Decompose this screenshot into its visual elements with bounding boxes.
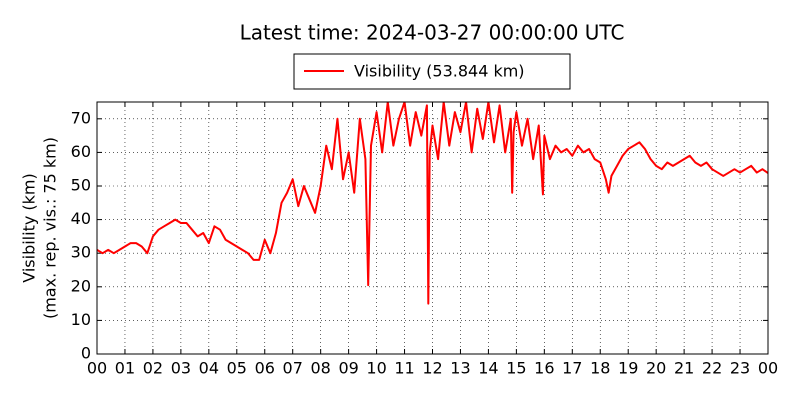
y-axis-label: Visibility (km) (20, 173, 39, 282)
y-tick-label: 70 (71, 108, 91, 127)
x-tick-label: 06 (255, 359, 275, 378)
x-tick-label: 00 (87, 359, 107, 378)
y-tick-label: 40 (71, 209, 91, 228)
plot-frame (96, 101, 769, 355)
x-tick-label: 14 (478, 359, 498, 378)
x-tick-label: 17 (562, 359, 582, 378)
x-tick-label: 03 (171, 359, 191, 378)
y-tick-label: 20 (71, 276, 91, 295)
x-tick-label: 10 (366, 359, 386, 378)
x-tick-label: 11 (394, 359, 414, 378)
y-tick-label: 0 (81, 344, 91, 363)
y-tick-label: 50 (71, 176, 91, 195)
x-tick-label: 22 (702, 359, 722, 378)
x-tick-label: 07 (283, 359, 303, 378)
x-tick-label: 08 (310, 359, 330, 378)
x-tick-label: 19 (618, 359, 638, 378)
y-tick-label: 60 (71, 142, 91, 161)
x-tick-label: 23 (730, 359, 750, 378)
x-tick-label: 01 (115, 359, 135, 378)
x-tick-label: 15 (506, 359, 526, 378)
y-tick-label: 30 (71, 243, 91, 262)
x-tick-label: 13 (450, 359, 470, 378)
y-tick-label: 10 (71, 310, 91, 329)
x-tick-label: 20 (646, 359, 666, 378)
x-tick-label: 05 (227, 359, 247, 378)
y-axis-label: (max. rep. vis.: 75 km) (41, 137, 60, 319)
data-line (97, 102, 768, 305)
x-tick-label: 09 (338, 359, 358, 378)
x-tick-label: 18 (590, 359, 610, 378)
x-tick-label: 02 (143, 359, 163, 378)
chart-title: Latest time: 2024-03-27 00:00:00 UTC (240, 21, 625, 45)
x-tick-label: 00 (758, 359, 778, 378)
x-tick-label: 16 (534, 359, 554, 378)
x-tick-label: 04 (199, 359, 219, 378)
legend-label: Visibility (53.844 km) (354, 62, 525, 81)
x-tick-label: 12 (422, 359, 442, 378)
x-tick-label: 21 (674, 359, 694, 378)
